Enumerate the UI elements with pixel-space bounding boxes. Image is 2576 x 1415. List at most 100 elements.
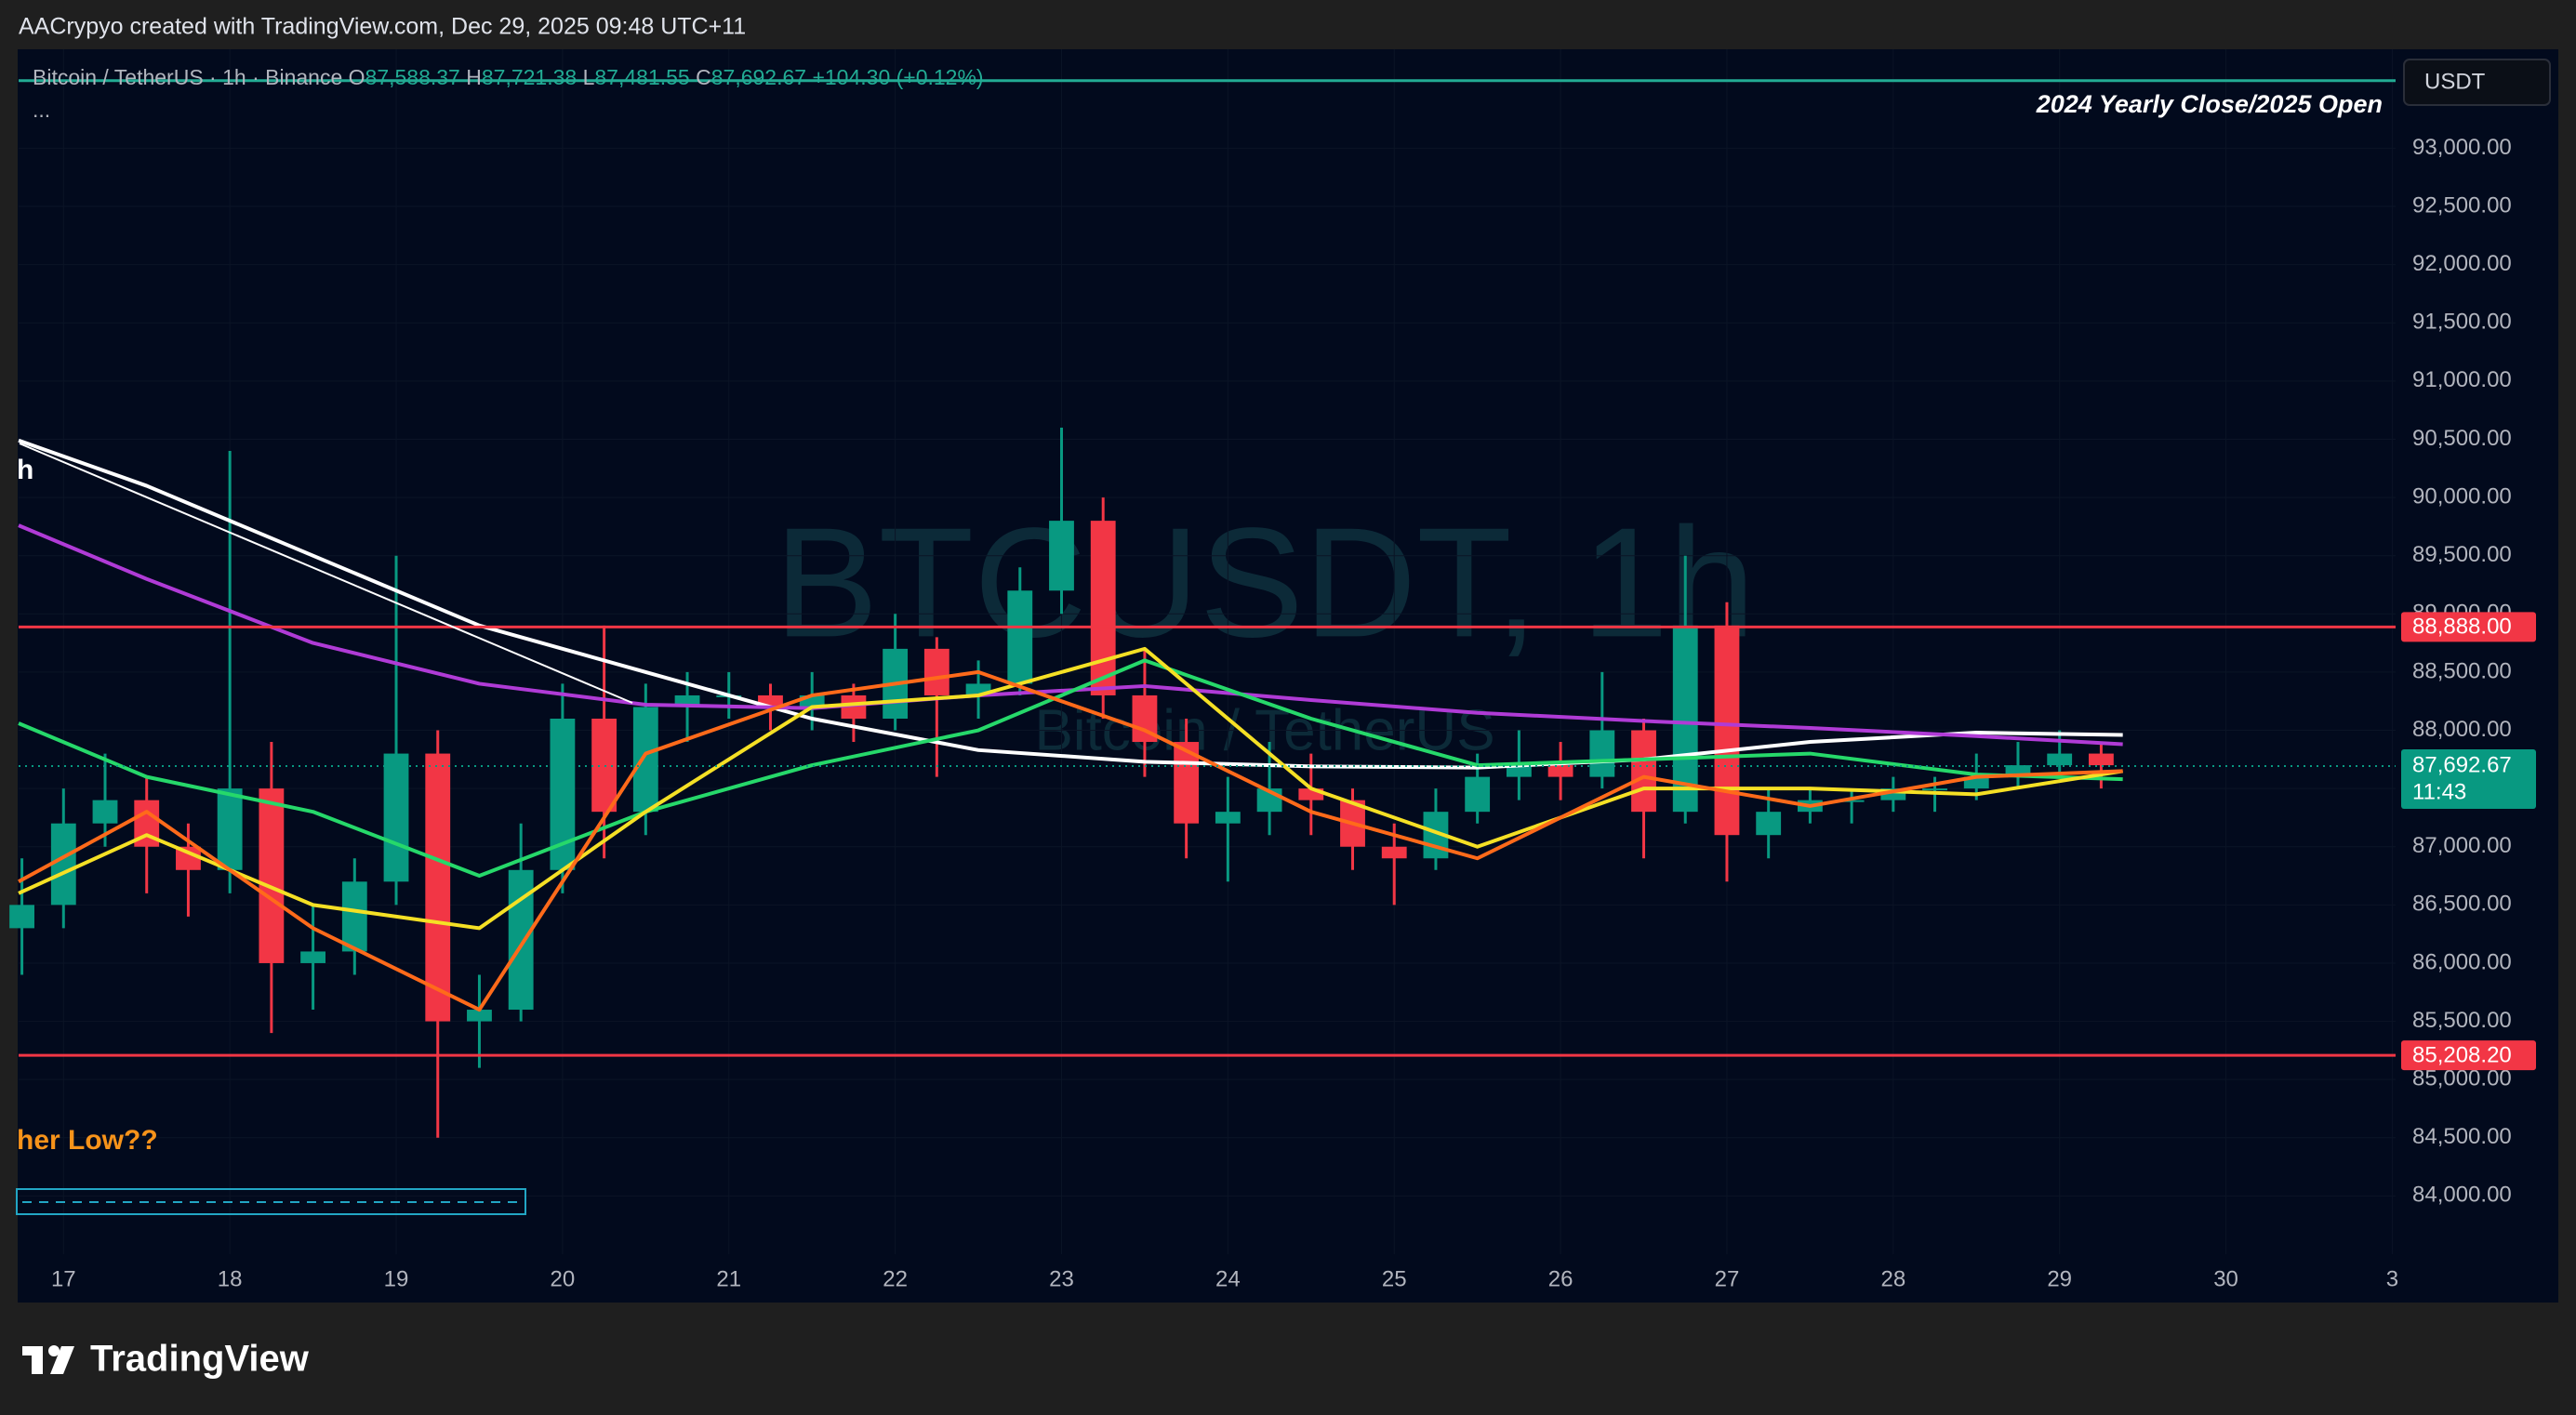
y-tick-label: 90,500.00: [2412, 426, 2512, 451]
legend-o: O: [349, 65, 365, 89]
y-tick-label: 92,000.00: [2412, 251, 2512, 276]
y-tick-label: 92,500.00: [2412, 192, 2512, 218]
moving-average: [18, 669, 2123, 1012]
x-tick-label: 29: [2047, 1266, 2072, 1291]
legend-l: L: [583, 65, 595, 89]
y-tick-label: 84,500.00: [2412, 1124, 2512, 1149]
y-tick-label: 86,000.00: [2412, 949, 2512, 974]
candle-body: [1839, 800, 1865, 802]
candle-body: [467, 1010, 492, 1022]
currency-button[interactable]: [2403, 59, 2551, 106]
legend-change: +104.30 (+0.12%): [812, 65, 983, 89]
brand: TradingView: [90, 1339, 310, 1380]
x-tick-label: 24: [1215, 1266, 1241, 1291]
legend-more[interactable]: ...: [33, 98, 50, 122]
candle-body: [300, 951, 326, 963]
y-tick-label: 93,000.00: [2412, 135, 2512, 160]
y-tick-label: 88,500.00: [2412, 658, 2512, 683]
legend-h: H: [466, 65, 482, 89]
candle-body: [1547, 765, 1573, 777]
x-tick-label: 28: [1880, 1266, 1905, 1291]
legend-close: 87,692.67: [711, 65, 806, 89]
y-tick-label: 91,000.00: [2412, 367, 2512, 392]
candle-body: [1007, 590, 1033, 684]
watermark-ticker: BTCUSDT, 1h: [775, 495, 1756, 669]
x-tick-label: 18: [218, 1266, 243, 1291]
logo-part: [50, 1346, 74, 1374]
candle-body: [1589, 730, 1615, 777]
candle-body: [2088, 753, 2114, 766]
candle-body: [1465, 776, 1491, 813]
moving-average: [18, 646, 2123, 931]
x-tick-label: 22: [883, 1266, 908, 1291]
candle-body: [1049, 521, 1074, 591]
x-tick-label: 23: [1049, 1266, 1074, 1291]
legend-symbol: Bitcoin / TetherUS · 1h · Binance: [33, 65, 342, 89]
legend-open: 87,588.37: [365, 65, 460, 89]
last-price-box: [2401, 749, 2536, 810]
candle-body: [50, 823, 76, 906]
x-tick-label: 26: [1548, 1266, 1573, 1291]
x-tick-label: 21: [716, 1266, 741, 1291]
price-label: 88,888.00: [2412, 615, 2512, 640]
candle-body: [383, 753, 409, 882]
moving-average: [18, 658, 2123, 879]
moving-average: [18, 438, 2123, 770]
trendline: [19, 443, 633, 704]
candle-body: [1090, 521, 1116, 695]
x-tick-label: 25: [1382, 1266, 1407, 1291]
logo-part: [32, 1346, 43, 1374]
candle-body: [217, 788, 243, 870]
box: [16, 1188, 526, 1215]
last-price-label: 87,692.67: [2412, 752, 2512, 777]
x-tick-label: 19: [384, 1266, 409, 1291]
x-tick-label: 30: [2213, 1266, 2238, 1291]
candle-body: [2047, 753, 2073, 766]
plot: [9, 79, 2396, 1138]
y-tick-label: 84,000.00: [2412, 1183, 2512, 1208]
candle-body: [259, 788, 285, 963]
candle-body: [1381, 846, 1407, 859]
countdown-label: 11:43: [2412, 779, 2466, 804]
logo: [22, 1345, 74, 1374]
price-label-box: [2401, 612, 2536, 642]
currency-label[interactable]: USDT: [2424, 69, 2486, 94]
candle-body: [341, 881, 367, 952]
legend-high: 87,721.38: [482, 65, 577, 89]
candle-body: [1756, 812, 1782, 836]
candle-body: [1672, 625, 1698, 813]
candle-body: [92, 800, 118, 824]
legend: Bitcoin / TetherUS · 1h · Binance O87,58…: [33, 65, 984, 89]
legend-low: 87,481.55: [594, 65, 689, 89]
candle-body: [923, 648, 949, 695]
x-tick-label: 20: [551, 1266, 576, 1291]
candle-body: [1215, 812, 1241, 824]
price-label-box: [2401, 1040, 2536, 1071]
logo-part: [48, 1345, 60, 1356]
y-tick-label: 85,500.00: [2412, 1008, 2512, 1033]
candle-body: [1506, 765, 1532, 777]
candle-body: [9, 905, 34, 929]
candle-body: [1631, 730, 1656, 813]
yearly-open-label: 2024 Yearly Close/2025 Open: [2036, 90, 2383, 118]
x-tick-label: 27: [1715, 1266, 1740, 1291]
legend-c: C: [696, 65, 711, 89]
moving-average: [18, 523, 2123, 747]
y-tick-label: 88,000.00: [2412, 717, 2512, 742]
candle-body: [632, 707, 658, 813]
y-tick-label: 91,500.00: [2412, 310, 2512, 335]
y-tick-label: 89,500.00: [2412, 542, 2512, 567]
y-tick-label: 86,500.00: [2412, 892, 2512, 917]
price-label: 85,208.20: [2412, 1042, 2512, 1067]
y-tick-label: 90,000.00: [2412, 483, 2512, 509]
annotation: h: [17, 455, 33, 485]
header: AACrypyo created with TradingView.com, D…: [19, 14, 746, 40]
chart-panel: [18, 49, 2558, 1303]
x-tick-label: 3: [2386, 1266, 2398, 1291]
candle-body: [1714, 625, 1740, 836]
annotation: her Low??: [17, 1125, 158, 1156]
candle-body: [425, 753, 451, 1022]
y-tick-label: 87,000.00: [2412, 833, 2512, 858]
candle-body: [1922, 788, 1947, 791]
